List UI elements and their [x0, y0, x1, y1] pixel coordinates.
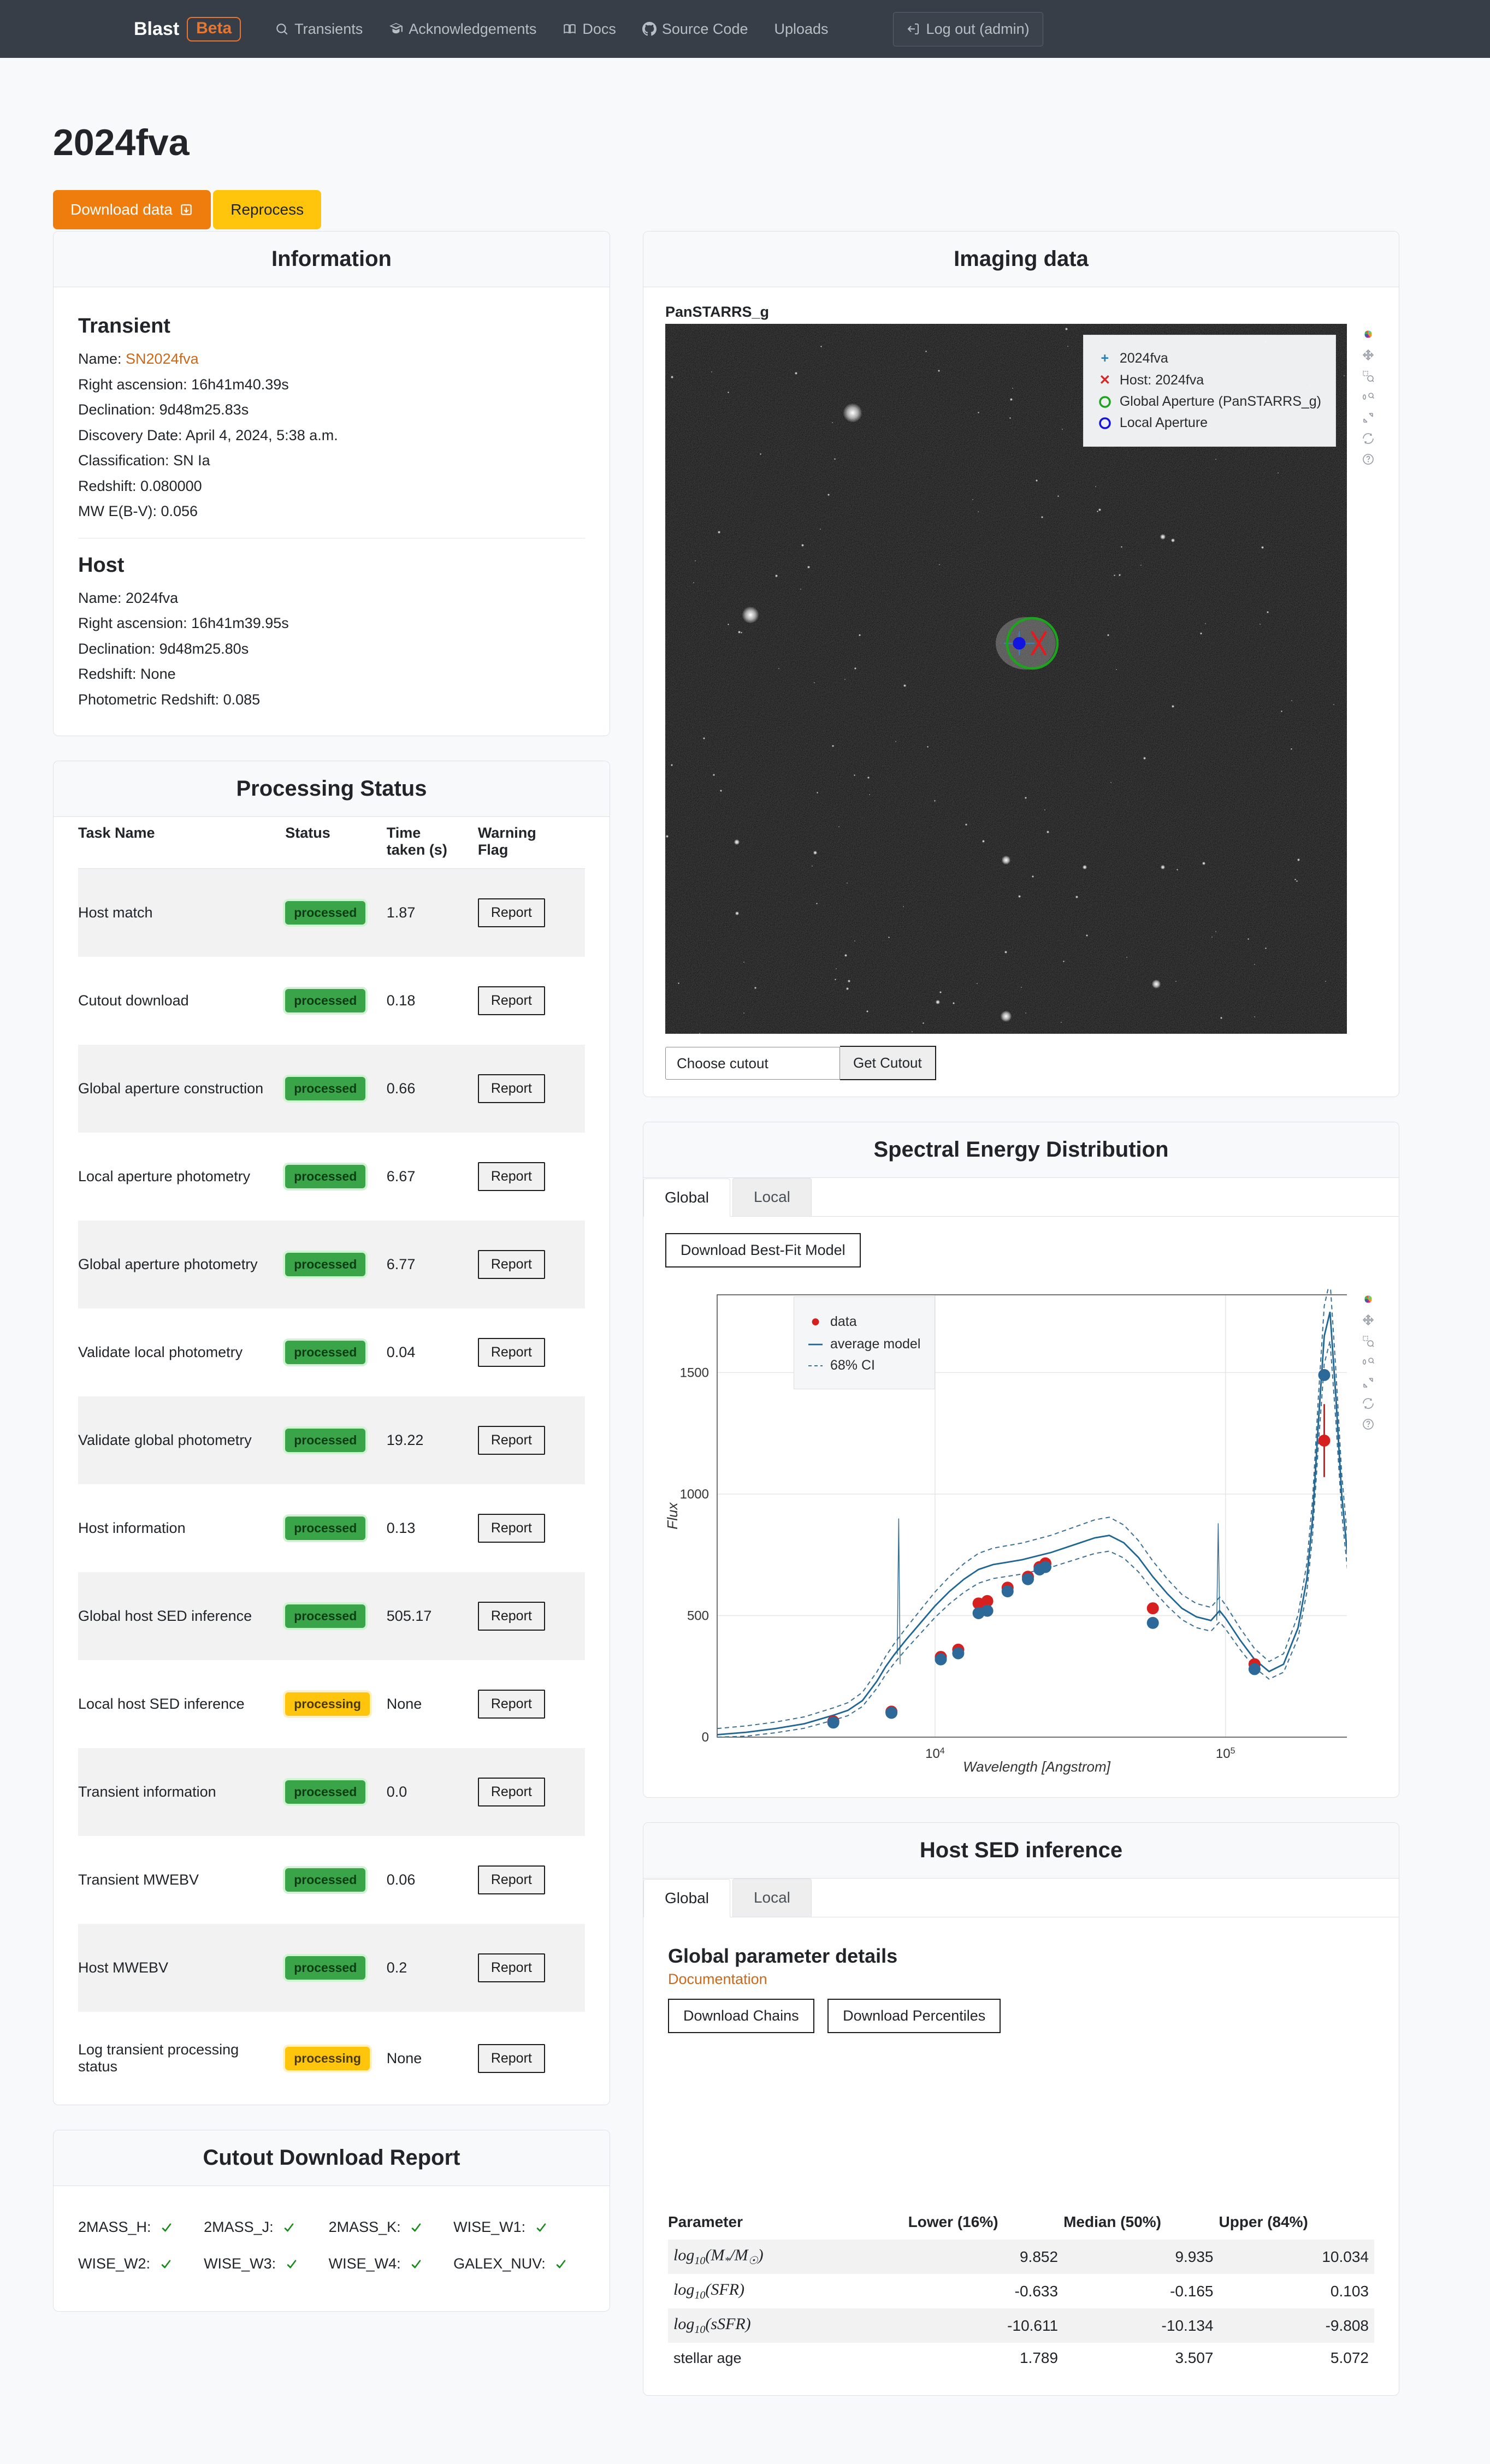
- svg-text:1500: 1500: [680, 1365, 709, 1380]
- svg-text:Wavelength [Angstrom]: Wavelength [Angstrom]: [963, 1758, 1111, 1775]
- svg-text:0: 0: [702, 1730, 709, 1745]
- svg-text:500: 500: [687, 1609, 709, 1624]
- svg-text:104: 104: [925, 1746, 945, 1762]
- svg-text:105: 105: [1216, 1746, 1235, 1762]
- svg-text:1000: 1000: [680, 1487, 709, 1502]
- svg-text:Flux: Flux: [665, 1502, 681, 1529]
